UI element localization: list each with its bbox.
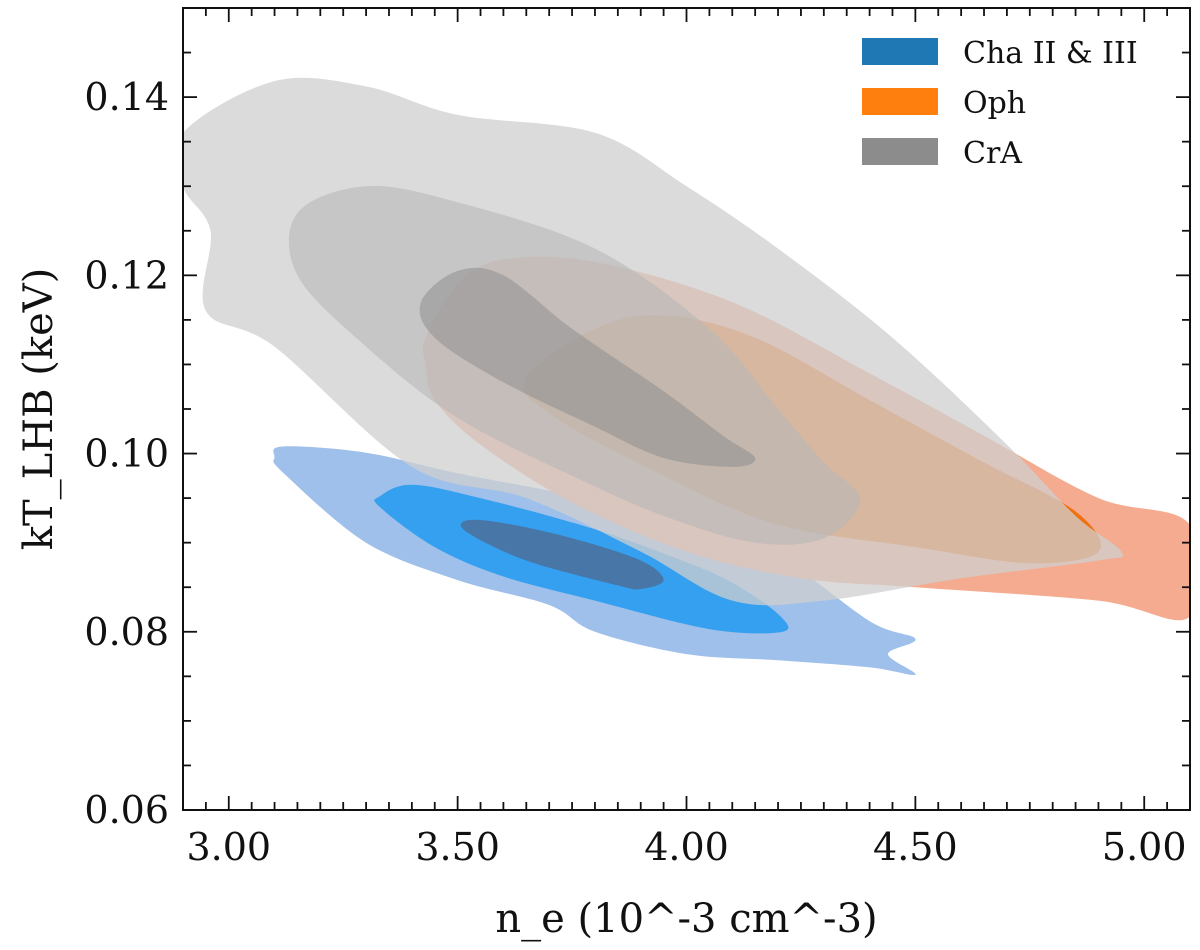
tick-labels: 3.00 3.50 4.00 4.50 5.00 0.06 0.08 0.10 0.12 0.14 xyxy=(84,75,1186,869)
x-tick-label: 3.00 xyxy=(186,825,271,869)
x-tick-label: 5.00 xyxy=(1102,825,1187,869)
legend-label-cra: CrA xyxy=(963,136,1022,171)
legend-swatch-cra xyxy=(862,138,938,165)
y-axis-label: kT_LHB (keV) xyxy=(16,268,62,550)
x-tick-label: 3.50 xyxy=(415,825,500,869)
contour-cha-ii-iii-level-3 xyxy=(460,519,664,590)
contour-layer xyxy=(183,77,1190,676)
legend: Cha II & III Oph CrA xyxy=(862,36,1138,171)
y-tick-label: 0.10 xyxy=(84,432,169,476)
y-tick-label: 0.08 xyxy=(84,610,169,654)
contour-cra-level-3 xyxy=(419,267,756,467)
legend-label-cha-ii-iii: Cha II & III xyxy=(963,36,1138,71)
y-tick-label: 0.12 xyxy=(84,253,169,297)
x-axis-label: n_e (10^-3 cm^-3) xyxy=(495,896,877,942)
x-tick-label: 4.00 xyxy=(644,825,729,869)
legend-swatch-cha-ii-iii xyxy=(862,38,938,65)
y-tick-label: 0.14 xyxy=(84,75,169,119)
axis-ticks xyxy=(182,7,1191,811)
y-tick-label: 0.06 xyxy=(84,788,169,832)
legend-swatch-oph xyxy=(862,88,938,115)
x-tick-label: 4.50 xyxy=(873,825,958,869)
legend-label-oph: Oph xyxy=(963,86,1026,121)
